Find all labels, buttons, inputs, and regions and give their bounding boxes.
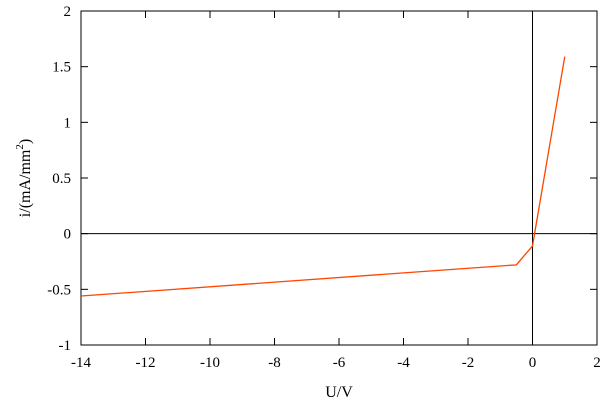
y-tick-label: 1.5	[52, 60, 71, 76]
series-group	[80, 56, 566, 297]
x-tick-label: -2	[462, 355, 475, 371]
x-tick-label: -12	[136, 355, 156, 371]
y-tick-label: 0.5	[52, 171, 71, 187]
y-axis-label-close: )	[17, 139, 34, 144]
x-tick-label: 0	[529, 355, 537, 371]
y-tick-label: 1	[64, 115, 72, 131]
y-axis-label-main: i/(mA/mm	[17, 149, 34, 217]
x-tick-label: -10	[200, 355, 220, 371]
tick-marks	[80, 10, 598, 346]
y-tick-labels: -1 -0.5 0 0.5 1 1.5 2	[47, 4, 71, 354]
x-tick-label: -8	[268, 355, 281, 371]
x-tick-label: -14	[71, 355, 91, 371]
x-axis-label: U/V	[325, 384, 353, 401]
x-tick-label: -4	[397, 355, 410, 371]
y-tick-label: -0.5	[47, 282, 71, 298]
x-tick-labels: -14 -12 -10 -8 -6 -4 -2 0 2	[71, 355, 601, 371]
series-line	[80, 56, 566, 297]
y-axis-label: i/(mA/mm2)	[14, 139, 34, 217]
plot-frame	[80, 10, 598, 346]
y-tick-label: -1	[59, 338, 72, 354]
x-tick-label: 2	[593, 355, 601, 371]
y-tick-label: 2	[64, 4, 72, 20]
y-tick-label: 0	[64, 227, 72, 243]
x-tick-label: -6	[333, 355, 346, 371]
y-axis-label-sup: 2	[14, 144, 26, 150]
